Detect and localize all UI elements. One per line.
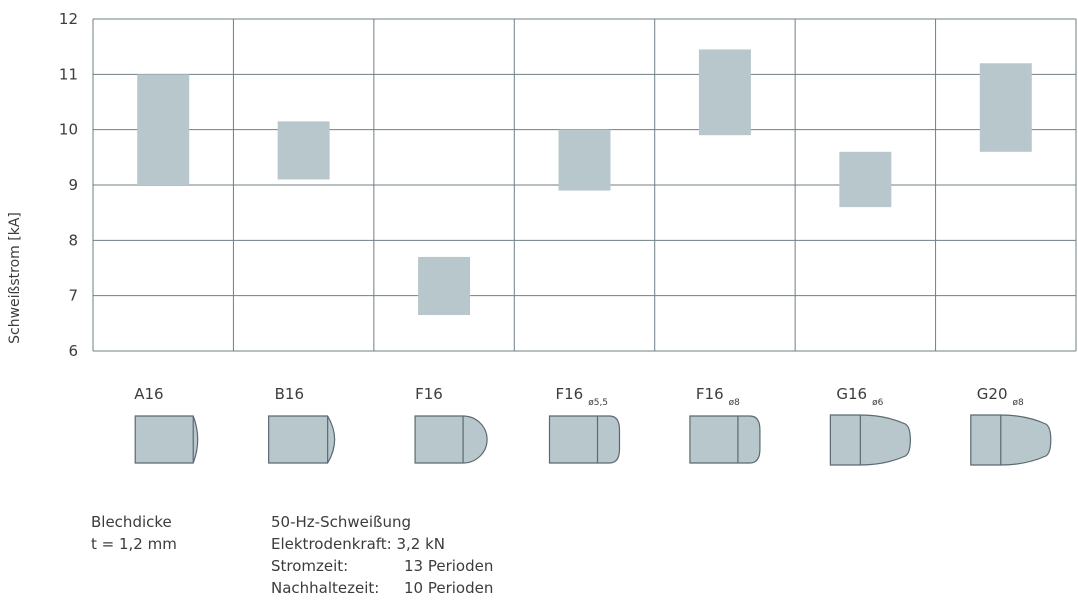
electrode-tip-shape <box>689 415 761 464</box>
category-label: G20 ø8 <box>977 385 1024 408</box>
electrode-tip-icon <box>414 415 488 464</box>
y-tick-label: 12 <box>59 10 78 28</box>
sheet-thickness-value: t = 1,2 mm <box>91 535 177 553</box>
sheet-thickness-label: Blechdicke <box>91 513 172 531</box>
y-tick-label: 10 <box>59 121 78 139</box>
param-value: 10 Perioden <box>404 579 494 597</box>
category-label: B16 <box>275 385 304 403</box>
weld-type: 50-Hz-Schweißung <box>271 513 411 531</box>
electrode-tip-icon <box>970 414 1052 466</box>
category-label: F16 ø5,5 <box>556 385 609 408</box>
category-labels: A16 B16 F16 F16 ø5,5 F16 ø8 G16 ø6 G20 ø8 <box>134 385 1024 408</box>
category-label: G16 ø6 <box>836 385 883 408</box>
y-tick-label: 9 <box>68 176 78 194</box>
param-key: Elektrodenkraft: <box>271 535 392 553</box>
electrode-tip-shape <box>414 415 488 464</box>
electrode-tip-shape <box>970 414 1052 466</box>
y-tick-label: 11 <box>59 65 78 83</box>
param-key: Nachhaltezeit: <box>271 579 380 597</box>
y-tick-labels: 6 7 8 9 10 11 12 <box>59 10 78 360</box>
electrode-tip-shape <box>548 415 621 464</box>
param-value: 3,2 kN <box>396 535 446 553</box>
param-row: Stromzeit: 13 Perioden <box>271 555 493 577</box>
weld-parameters: 50-Hz-Schweißung Elektrodenkraft: 3,2 kN… <box>271 511 493 599</box>
electrode-tip-icon <box>829 414 911 466</box>
electrode-tip-icon <box>268 415 336 464</box>
param-key: Stromzeit: <box>271 557 349 575</box>
electrode-tip-shape <box>134 415 199 464</box>
range-bar <box>418 256 471 316</box>
electrode-tip-shape <box>268 415 336 464</box>
range-bar <box>979 63 1032 152</box>
range-bar <box>277 121 330 180</box>
y-axis-label: Schweißstrom [kA] <box>7 212 23 344</box>
range-bar <box>698 49 751 136</box>
range-bar <box>558 129 611 191</box>
category-label: F16 ø8 <box>696 385 740 408</box>
electrode-tip-shape <box>829 414 911 466</box>
electrode-tip-icon <box>548 415 621 464</box>
range-bar <box>839 151 892 208</box>
category-label: F16 <box>415 385 443 403</box>
electrode-tip-icon <box>134 415 199 464</box>
electrode-tip-shapes <box>134 414 1052 466</box>
range-bar <box>137 74 190 185</box>
param-row: Nachhaltezeit: 10 Perioden <box>271 577 493 599</box>
y-tick-label: 8 <box>68 231 78 249</box>
range-bars <box>137 49 1032 316</box>
y-tick-label: 7 <box>68 287 78 305</box>
y-tick-label: 6 <box>68 342 78 360</box>
sheet-thickness-note: Blechdicke t = 1,2 mm <box>91 511 177 555</box>
param-value: 13 Perioden <box>404 557 494 575</box>
category-label: A16 <box>134 385 163 403</box>
electrode-tip-icon <box>689 415 761 464</box>
param-row: Elektrodenkraft: 3,2 kN <box>271 533 493 555</box>
